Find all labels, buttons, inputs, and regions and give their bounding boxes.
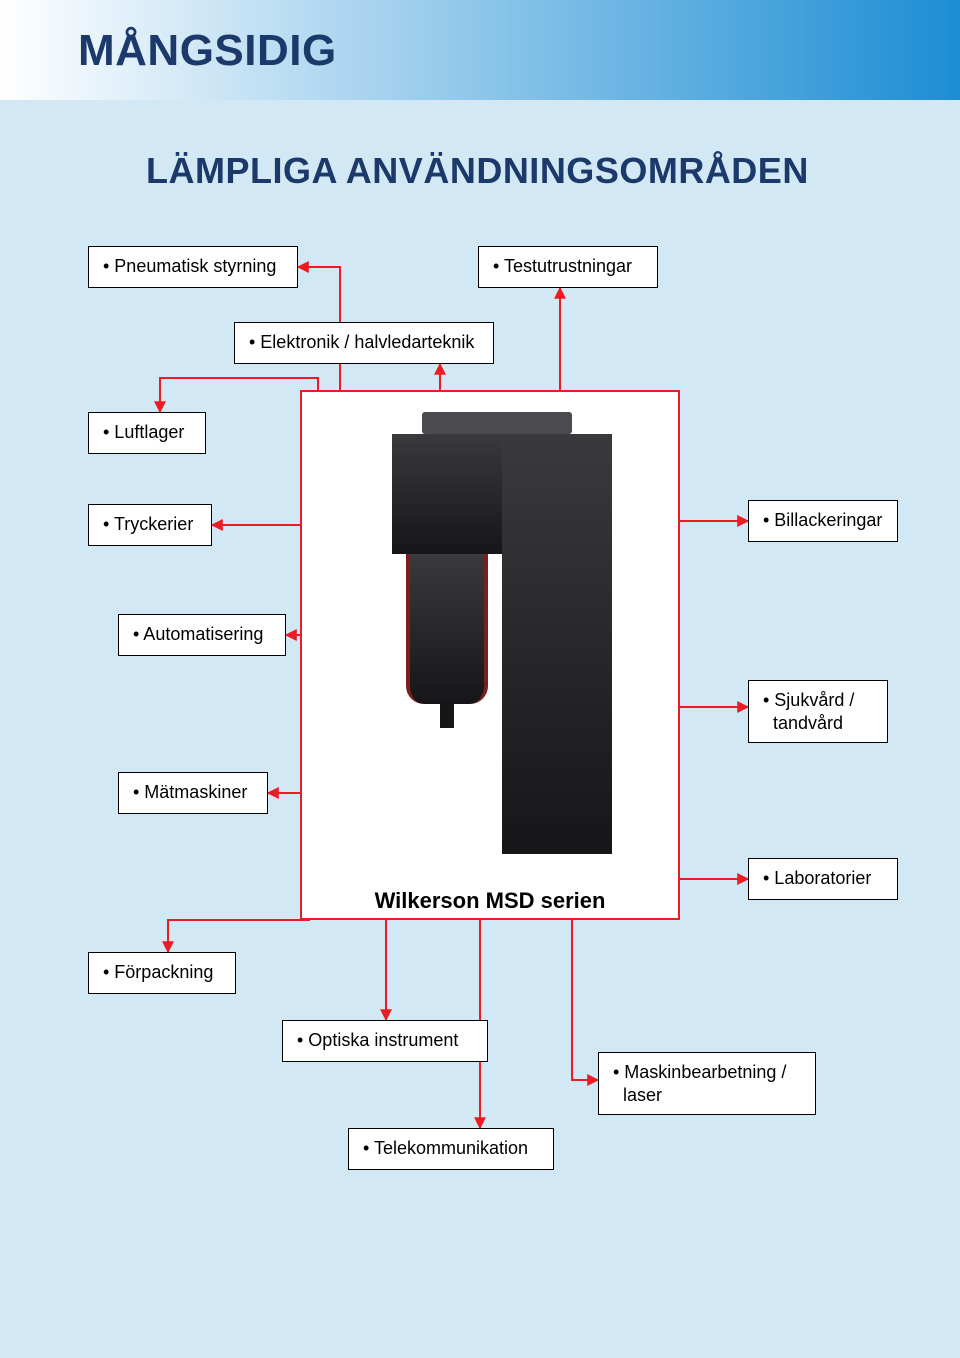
node-optics: • Optiska instrument: [282, 1020, 488, 1062]
node-label: • Telekommunikation: [363, 1138, 528, 1158]
device-bowl: [406, 554, 488, 704]
device-body-right: [502, 434, 612, 854]
device-body-left: [392, 434, 502, 554]
node-label: • Tryckerier: [103, 514, 193, 534]
node-automation: • Automatisering: [118, 614, 286, 656]
node-test: • Testutrustningar: [478, 246, 658, 288]
node-label: • Billackeringar: [763, 510, 882, 530]
node-pneumatic: • Pneumatisk styrning: [88, 246, 298, 288]
node-label: • Elektronik / halvledarteknik: [249, 332, 474, 352]
node-label: • Optiska instrument: [297, 1030, 458, 1050]
node-carpaint: • Billackeringar: [748, 500, 898, 542]
node-label: • Sjukvård / tandvård: [763, 690, 854, 733]
node-packaging: • Förpackning: [88, 952, 236, 994]
device-bracket: [422, 412, 572, 434]
node-label: • Laboratorier: [763, 868, 871, 888]
product-caption: Wilkerson MSD serien: [302, 888, 678, 914]
product-box: Wilkerson MSD serien: [300, 390, 680, 920]
node-electronics: • Elektronik / halvledarteknik: [234, 322, 494, 364]
product-image-placeholder: [362, 412, 622, 872]
node-label: • Pneumatisk styrning: [103, 256, 276, 276]
node-label: • Automatisering: [133, 624, 263, 644]
node-measuring: • Mätmaskiner: [118, 772, 268, 814]
node-label: • Testutrustningar: [493, 256, 632, 276]
node-label: • Luftlager: [103, 422, 184, 442]
node-printshops: • Tryckerier: [88, 504, 212, 546]
node-healthcare: • Sjukvård / tandvård: [748, 680, 888, 743]
node-label: • Förpackning: [103, 962, 213, 982]
node-label: • Maskinbearbetning / laser: [613, 1062, 786, 1105]
page-title: MÅNGSIDIG: [78, 26, 337, 76]
node-label: • Mätmaskiner: [133, 782, 247, 802]
node-airbearing: • Luftlager: [88, 412, 206, 454]
node-telecom: • Telekommunikation: [348, 1128, 554, 1170]
node-labs: • Laboratorier: [748, 858, 898, 900]
page-subtitle: LÄMPLIGA ANVÄNDNINGSOMRÅDEN: [146, 150, 809, 192]
device-nib: [440, 704, 454, 728]
node-machining: • Maskinbearbetning / laser: [598, 1052, 816, 1115]
